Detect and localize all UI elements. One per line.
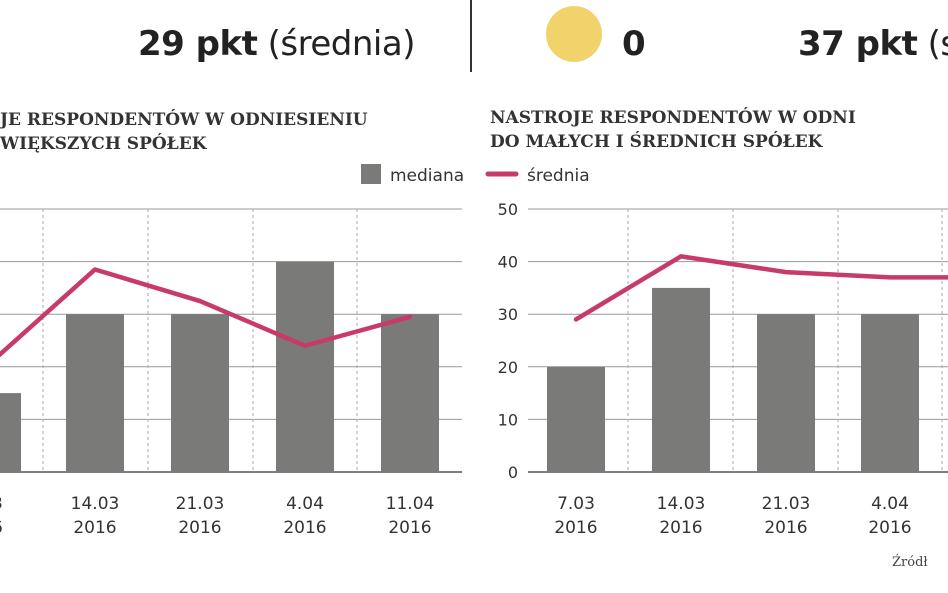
left-x-tick-label: 2016 bbox=[283, 518, 326, 538]
left-line-srednia bbox=[0, 267, 413, 358]
right-bar-mediana bbox=[861, 314, 919, 472]
left-x-tick-label: 2016 bbox=[388, 518, 431, 538]
right-y-tick-label: 20 bbox=[498, 358, 518, 377]
left-x-tick-label: 2016 bbox=[73, 518, 116, 538]
right-y-tick-label: 50 bbox=[498, 200, 518, 219]
right-x-tick-label: 14.03 bbox=[657, 494, 706, 514]
left-x-tick-label: 4.04 bbox=[286, 494, 324, 514]
right-x-tick-label: 2016 bbox=[764, 518, 807, 538]
right-x-tick-label: 4.04 bbox=[871, 494, 909, 514]
legend-srednia-label: średnia bbox=[527, 166, 590, 186]
right-x-tick-label: 2016 bbox=[554, 518, 597, 538]
right-bar-mediana bbox=[757, 314, 815, 472]
left-chart-title: je respondentów w odniesieniu większych … bbox=[0, 108, 368, 156]
left-bar-mediana bbox=[381, 314, 439, 472]
right-line-srednia bbox=[573, 254, 948, 322]
left-average-stat: 29 pkt (średnia) bbox=[138, 24, 415, 64]
left-x-tick-label: 11.04 bbox=[386, 494, 435, 514]
left-x-tick-label: 16 bbox=[0, 518, 3, 538]
right-x-tick-label: 2016 bbox=[659, 518, 702, 538]
right-count-value: 0 bbox=[622, 24, 646, 64]
legend-mediana-swatch bbox=[361, 164, 381, 184]
left-chart-title-line-1: je respondentów w odniesieniu bbox=[0, 110, 368, 130]
right-y-tick-label: 40 bbox=[498, 253, 518, 272]
right-average-stat: 37 pkt (ś bbox=[798, 24, 948, 64]
source-label: Źródł bbox=[892, 555, 928, 570]
left-bar-mediana bbox=[276, 261, 334, 472]
left-x-tick-label: 14.03 bbox=[71, 494, 120, 514]
right-chart-title-line-2: do małych i średnich spółek bbox=[490, 132, 823, 152]
legend-mediana-label: mediana bbox=[390, 166, 464, 186]
right-bar-mediana bbox=[547, 366, 605, 472]
right-chart-title: Nastroje respondentów w odni do małych i… bbox=[490, 106, 856, 154]
left-average-suffix: (średnia) bbox=[267, 24, 416, 64]
left-x-tick-label: 03 bbox=[0, 494, 3, 514]
left-bar-mediana bbox=[0, 393, 21, 472]
right-x-tick-label: 2016 bbox=[868, 518, 911, 538]
left-bar-mediana bbox=[171, 314, 229, 472]
left-chart-title-line-2: większych spółek bbox=[0, 134, 207, 154]
right-average-value: 37 pkt bbox=[798, 24, 918, 64]
right-bar-mediana bbox=[652, 287, 710, 472]
sun-icon bbox=[546, 6, 602, 62]
left-x-tick-label: 21.03 bbox=[176, 494, 225, 514]
right-x-tick-label: 7.03 bbox=[557, 494, 595, 514]
right-y-tick-label: 0 bbox=[508, 463, 518, 482]
left-bar-mediana bbox=[66, 314, 124, 472]
right-chart-title-line-1: Nastroje respondentów w odni bbox=[490, 108, 856, 128]
right-average-suffix: (ś bbox=[927, 24, 948, 64]
right-y-tick-label: 30 bbox=[498, 305, 518, 324]
right-y-tick-label: 10 bbox=[498, 410, 518, 429]
header-divider bbox=[470, 0, 472, 72]
right-x-tick-label: 21.03 bbox=[762, 494, 811, 514]
left-x-tick-label: 2016 bbox=[178, 518, 221, 538]
left-average-value: 29 pkt bbox=[138, 24, 258, 64]
right-count-stat: 0 bbox=[622, 24, 646, 64]
